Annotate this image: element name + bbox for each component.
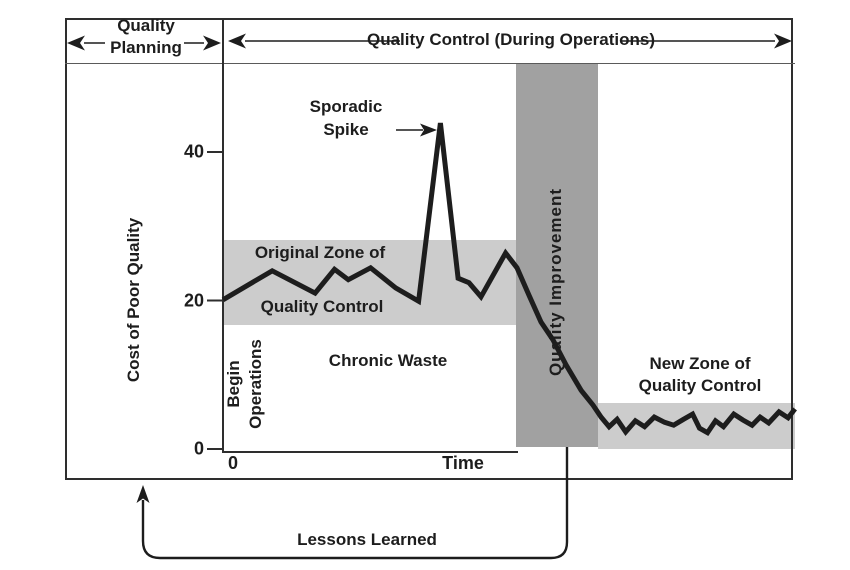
header-divider-line	[65, 63, 795, 64]
y-tick-label-40: 40	[183, 141, 204, 162]
diagram-frame	[65, 18, 793, 480]
y-axis-title: Cost of Poor Quality	[124, 217, 143, 383]
x-axis-title: Time	[442, 453, 484, 473]
quality-planning-label: Quality Planning	[110, 15, 182, 59]
sporadic-spike-line1: Sporadic	[309, 97, 383, 116]
begin-operations-line2: Operations	[246, 339, 265, 429]
arrow-up-icon	[136, 485, 150, 503]
new-zone-label: New Zone of Quality Control	[639, 353, 762, 397]
original-zone-label-line2: Quality Control	[260, 297, 384, 316]
new-zone-line1: New Zone of	[649, 354, 751, 373]
sporadic-spike-line2: Spike	[323, 120, 369, 139]
quality-improvement-label: Quality Improvement	[546, 187, 565, 377]
original-zone-label-line1: Original Zone of	[254, 243, 386, 262]
quality-planning-line1: Quality	[117, 16, 175, 35]
y-tick-label-20: 20	[183, 290, 204, 310]
sporadic-spike-label: Sporadic Spike	[310, 95, 383, 141]
chronic-waste-label: Chronic Waste	[328, 351, 448, 370]
x-axis-origin-label: 0	[227, 453, 239, 473]
y-tick-label-0: 0	[193, 438, 204, 459]
begin-operations-label: Begin Operations	[223, 339, 267, 429]
quality-control-label: Quality Control (During Operations)	[366, 30, 656, 49]
new-zone-line2: Quality Control	[638, 376, 762, 395]
quality-planning-line2: Planning	[110, 38, 182, 57]
begin-operations-line1: Begin	[224, 360, 243, 408]
lessons-learned-label: Lessons Learned	[297, 530, 437, 549]
